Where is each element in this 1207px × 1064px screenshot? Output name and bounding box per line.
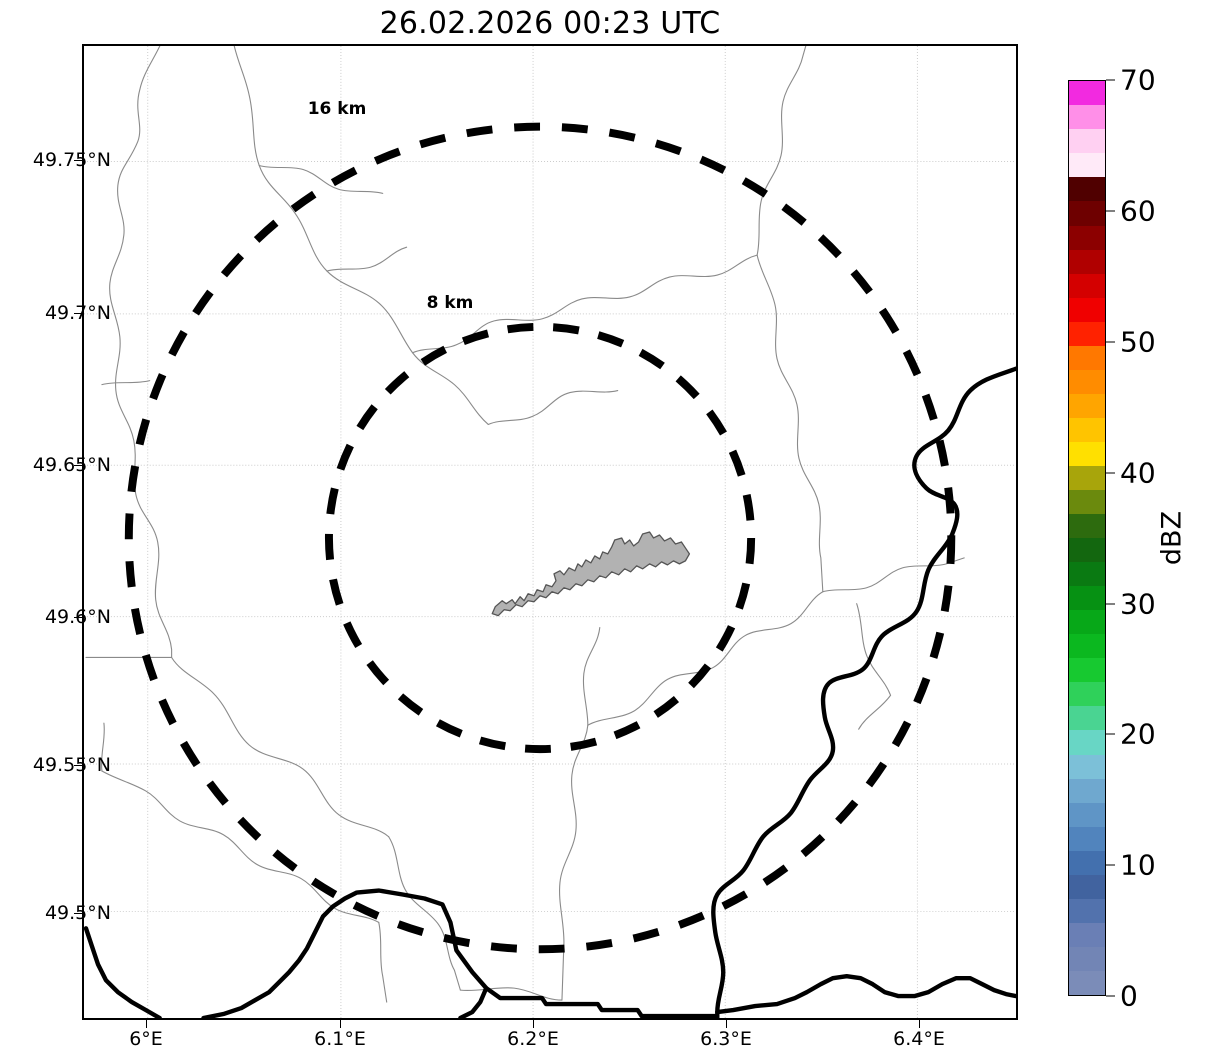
colorbar-band-31 [1069, 225, 1105, 250]
colorbar-band-35 [1069, 129, 1105, 154]
ytick-label-49-65: 49.65°N [32, 454, 111, 476]
colorbar[interactable]: 70 60 50 40 30 20 10 0 dBZ [1068, 64, 1207, 1013]
xtick-label-6-4e: 6.4°E [893, 1028, 945, 1050]
colorbar-band-1 [1069, 946, 1105, 971]
colorbar-band-36 [1069, 105, 1105, 130]
colorbar-band-4 [1069, 874, 1105, 899]
range-ring-label-16km: 16 km [307, 99, 367, 119]
colorbar-band-29 [1069, 273, 1105, 298]
admin-boundaries [85, 46, 965, 1003]
colorbar-tick [1106, 341, 1115, 343]
ytick-mark [74, 313, 82, 314]
range-ring-16km [124, 122, 956, 954]
xtick-label-6-2e: 6.2°E [507, 1028, 559, 1050]
colorbar-band-10 [1069, 730, 1105, 755]
colorbar-band-15 [1069, 610, 1105, 635]
map-plot-area[interactable] [82, 44, 1018, 1020]
ytick-label-49-5: 49.5°N [44, 902, 111, 924]
colorbar-band-27 [1069, 321, 1105, 346]
colorbar-tick-label-70: 70 [1120, 63, 1156, 97]
colorbar-band-33 [1069, 177, 1105, 202]
colorbar-tick-label-60: 60 [1120, 194, 1156, 228]
ytick-label-49-7: 49.7°N [44, 302, 111, 324]
colorbar-band-25 [1069, 369, 1105, 394]
xtick-label-6-3e: 6.3°E [700, 1028, 752, 1050]
colorbar-band-8 [1069, 778, 1105, 803]
xtick-label-6e: 6°E [129, 1028, 163, 1050]
xtick-mark [146, 1020, 147, 1028]
colorbar-tick [1106, 864, 1115, 866]
colorbar-band-28 [1069, 297, 1105, 322]
colorbar-band-34 [1069, 153, 1105, 178]
colorbar-tick [1106, 603, 1115, 605]
colorbar-tick-label-20: 20 [1120, 717, 1156, 751]
city-polygon [491, 531, 691, 617]
colorbar-tick [1106, 995, 1115, 997]
colorbar-band-18 [1069, 538, 1105, 563]
colorbar-band-2 [1069, 922, 1105, 947]
colorbar-band-0 [1069, 970, 1105, 995]
colorbar-band-26 [1069, 345, 1105, 370]
colorbar-band-12 [1069, 682, 1105, 707]
colorbar-tick-label-10: 10 [1120, 848, 1156, 882]
colorbar-gradient [1068, 80, 1106, 996]
colorbar-tick-label-50: 50 [1120, 325, 1156, 359]
colorbar-band-16 [1069, 586, 1105, 611]
colorbar-band-3 [1069, 898, 1105, 923]
ytick-label-49-75: 49.75°N [32, 149, 111, 171]
colorbar-band-9 [1069, 754, 1105, 779]
colorbar-band-6 [1069, 826, 1105, 851]
colorbar-band-5 [1069, 850, 1105, 875]
xtick-mark [533, 1020, 534, 1028]
ytick-label-49-55: 49.55°N [32, 754, 111, 776]
ytick-mark [74, 465, 82, 466]
ytick-mark [74, 765, 82, 766]
ytick-mark [74, 617, 82, 618]
map-canvas [84, 46, 1016, 1018]
colorbar-band-19 [1069, 514, 1105, 539]
country-borders [84, 366, 1016, 1018]
colorbar-tick-label-0: 0 [1120, 979, 1138, 1013]
colorbar-band-14 [1069, 634, 1105, 659]
colorbar-band-24 [1069, 393, 1105, 418]
colorbar-band-13 [1069, 658, 1105, 683]
xtick-label-6-1e: 6.1°E [314, 1028, 366, 1050]
ytick-mark [74, 913, 82, 914]
colorbar-band-20 [1069, 490, 1105, 515]
ytick-mark [74, 160, 82, 161]
colorbar-tick [1106, 472, 1115, 474]
colorbar-band-7 [1069, 802, 1105, 827]
colorbar-band-11 [1069, 706, 1105, 731]
colorbar-tick [1106, 733, 1115, 735]
colorbar-axis-label: dBZ [1156, 510, 1188, 566]
range-ring-label-8km: 8 km [426, 293, 474, 313]
colorbar-band-22 [1069, 441, 1105, 466]
range-ring-8km [324, 322, 756, 754]
colorbar-band-32 [1069, 201, 1105, 226]
ytick-label-49-6: 49.6°N [44, 606, 111, 628]
gridlines [84, 46, 1016, 1018]
colorbar-band-23 [1069, 417, 1105, 442]
colorbar-band-37 [1069, 81, 1105, 106]
colorbar-band-30 [1069, 249, 1105, 274]
colorbar-tick [1106, 79, 1115, 81]
xtick-mark [726, 1020, 727, 1028]
colorbar-band-17 [1069, 562, 1105, 587]
xtick-mark [919, 1020, 920, 1028]
xtick-mark [340, 1020, 341, 1028]
colorbar-band-21 [1069, 465, 1105, 491]
colorbar-tick-label-30: 30 [1120, 587, 1156, 621]
colorbar-tick-label-40: 40 [1120, 456, 1156, 490]
colorbar-tick [1106, 210, 1115, 212]
page-title: 26.02.2026 00:23 UTC [379, 6, 721, 41]
